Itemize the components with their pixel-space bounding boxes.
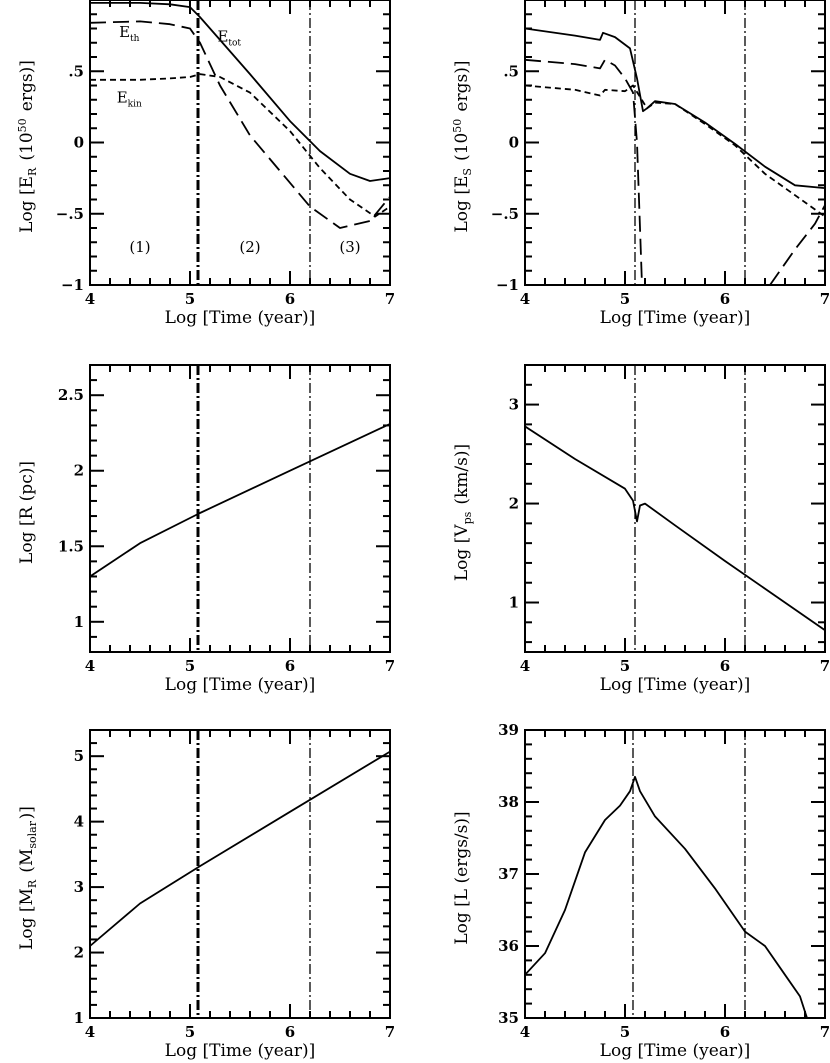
x-tick-label: 5 [620, 657, 630, 675]
series-line-thermal-late [769, 204, 825, 285]
radius-frame [89, 364, 391, 653]
x-tick-label: 5 [620, 1023, 630, 1041]
y-tick-label: 38 [498, 793, 519, 811]
panel-er: 4 5 6 7 −1 −.5 0 .5 Log [Time (year)] Log [ER (10… [16, 0, 395, 328]
x-tick-label: 7 [385, 290, 395, 308]
series-line-kinetic [525, 84, 825, 218]
y-tick-label: 35 [498, 1009, 519, 1027]
y-axis-label: Log [MR (Msolar )] [17, 806, 39, 950]
vps-frame [524, 364, 826, 653]
x-tick-label: 4 [85, 657, 95, 675]
y-tick-label: 37 [498, 865, 519, 883]
mass-frame [89, 729, 391, 1019]
x-tick-label: 7 [385, 1023, 395, 1041]
y-tick-label: 0 [509, 134, 519, 152]
y-tick-label: 1 [509, 594, 519, 612]
y-tick-label: 5 [74, 747, 84, 765]
series-line-e-tot [90, 2, 390, 182]
series-line-total [525, 27, 825, 189]
x-tick-label: 6 [285, 290, 295, 308]
y-tick-label: 4 [74, 813, 84, 831]
series-line-mass [90, 750, 390, 947]
es-frame [524, 0, 826, 286]
x-tick-label: 5 [185, 657, 195, 675]
x-tick-label: 4 [85, 290, 95, 308]
annotation-label: Ekin [117, 89, 144, 110]
panel-es: 4 5 6 7 −1 −.5 0 .5 Log [Time (year)] Log [ES (10… [451, 0, 830, 328]
x-tick-label: 6 [720, 290, 730, 308]
x-tick-label: 5 [185, 290, 195, 308]
x-tick-label: 6 [285, 657, 295, 675]
luminosity-series-group [525, 775, 808, 1018]
x-tick-label: 4 [520, 290, 530, 308]
series-line-e-kin [90, 73, 390, 218]
y-axis-label: Log [R (pc)] [17, 461, 37, 564]
series-line-radius [90, 423, 390, 578]
annotation-label: Eth [119, 23, 141, 44]
x-axis-label: Log [Time (year)] [600, 675, 751, 695]
y-tick-label: 39 [498, 721, 519, 739]
y-tick-label: 3 [509, 396, 519, 414]
y-tick-label: 1 [74, 1009, 84, 1027]
x-tick-label: 7 [820, 290, 830, 308]
x-tick-label: 7 [385, 657, 395, 675]
y-tick-label: 2 [74, 462, 84, 480]
x-tick-label: 6 [720, 657, 730, 675]
series-line-velocity [525, 425, 825, 631]
y-axis-label: Log [L (ergs/s)] [452, 811, 472, 944]
x-tick-label: 5 [620, 290, 630, 308]
x-tick-label: 4 [85, 1023, 95, 1041]
y-tick-label: .5 [68, 62, 84, 80]
vps-series-group [525, 425, 825, 631]
series-line-luminosity [525, 775, 808, 1018]
y-tick-label: 0 [74, 134, 84, 152]
x-axis-label: Log [Time (year)] [600, 308, 751, 328]
panel-luminosity: 4 5 6 7 35 36 37 38 39 Log [Time (year)] Log [L (e… [452, 721, 830, 1061]
y-tick-label: −.5 [491, 205, 519, 223]
series-line-thermal [525, 58, 643, 285]
y-tick-label: .5 [503, 62, 519, 80]
radius-series-group [90, 423, 390, 578]
y-axis-label: Log [Vps (km/s)] [452, 444, 474, 581]
x-axis-label: Log [Time (year)] [600, 1041, 751, 1061]
annotation-label: (3) [339, 238, 360, 256]
y-tick-label: 2 [74, 944, 84, 962]
x-tick-label: 7 [820, 1023, 830, 1041]
annotation-label: Etot [217, 27, 242, 48]
y-tick-label: 2 [509, 495, 519, 513]
series-line-e-th [90, 20, 390, 229]
x-tick-label: 4 [520, 1023, 530, 1041]
y-axis-label: Log [ES (1050 ergs)] [451, 61, 474, 233]
y-tick-label: −1 [61, 276, 84, 294]
x-axis-label: Log [Time (year)] [165, 1041, 316, 1061]
annotation-label: (1) [129, 238, 150, 256]
x-tick-label: 6 [285, 1023, 295, 1041]
x-axis-label: Log [Time (year)] [165, 675, 316, 695]
y-tick-label: −1 [496, 276, 519, 294]
y-tick-label: −.5 [56, 205, 84, 223]
panel-radius: 4 5 6 7 1 1.5 2 2.5 Log [Time (year)] Log [R (pc)… [17, 364, 395, 695]
er-series-group [90, 2, 390, 229]
mass-series-group [90, 750, 390, 947]
y-tick-label: 1.5 [58, 537, 84, 555]
x-tick-label: 6 [720, 1023, 730, 1041]
luminosity-frame [524, 729, 826, 1019]
panel-vps: 4 5 6 7 1 2 3 Log [Time (year)] Log [Vps (km/s)] [452, 364, 830, 695]
es-series-group [525, 27, 825, 285]
y-tick-label: 36 [498, 937, 519, 955]
y-axis-label: Log [ER (1050 ergs)] [16, 60, 39, 233]
y-tick-label: 2.5 [58, 386, 84, 404]
x-axis-label: Log [Time (year)] [165, 308, 316, 328]
x-tick-label: 7 [820, 657, 830, 675]
x-tick-label: 5 [185, 1023, 195, 1041]
annotation-label: (2) [239, 238, 260, 256]
y-tick-label: 1 [74, 613, 84, 631]
y-tick-label: 3 [74, 878, 84, 896]
x-tick-label: 4 [520, 657, 530, 675]
